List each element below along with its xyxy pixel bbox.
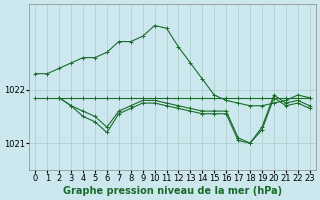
X-axis label: Graphe pression niveau de la mer (hPa): Graphe pression niveau de la mer (hPa) [63,186,282,196]
